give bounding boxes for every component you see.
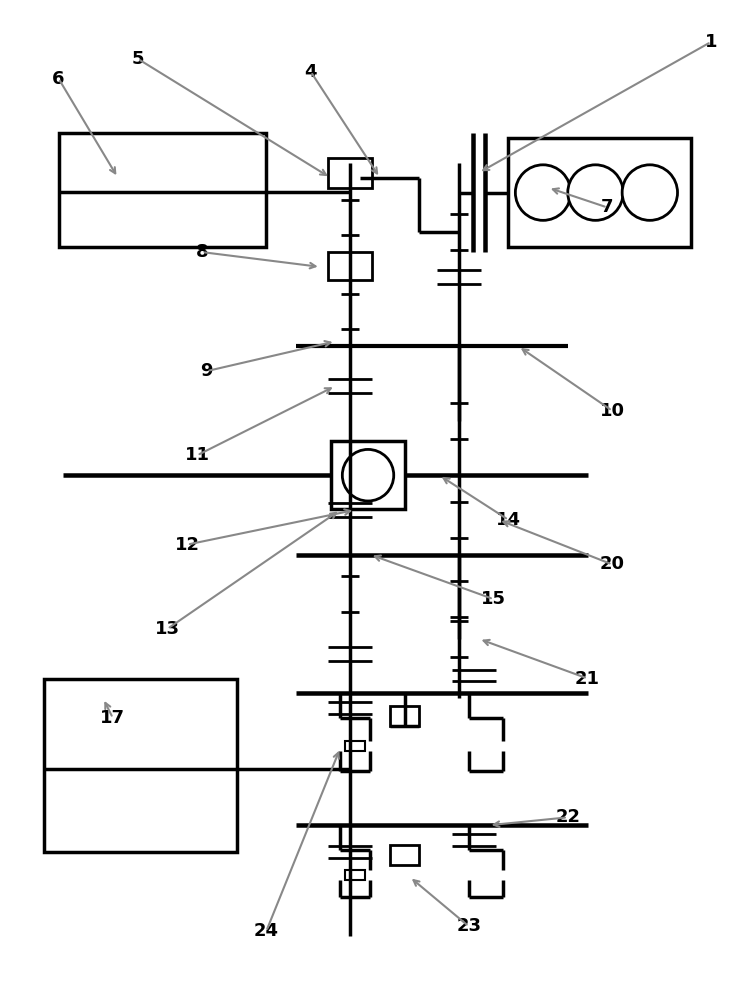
Bar: [345, 870, 365, 880]
Text: 23: 23: [456, 917, 482, 935]
Bar: [345, 741, 365, 751]
Bar: [390, 845, 419, 865]
Text: 4: 4: [304, 63, 317, 81]
Text: 10: 10: [600, 402, 625, 420]
Bar: [44, 679, 237, 852]
Text: 6: 6: [52, 70, 65, 88]
Text: 24: 24: [254, 922, 279, 940]
Text: 20: 20: [600, 555, 625, 573]
Text: 9: 9: [200, 362, 213, 380]
Bar: [331, 441, 405, 509]
Text: 5: 5: [131, 50, 144, 68]
Text: 1: 1: [705, 33, 718, 51]
Bar: [508, 138, 692, 247]
Circle shape: [622, 165, 677, 220]
Text: 13: 13: [155, 620, 180, 638]
Bar: [390, 706, 419, 726]
Text: 14: 14: [496, 511, 521, 529]
Text: 7: 7: [601, 198, 614, 216]
Text: 22: 22: [555, 808, 580, 826]
Text: 15: 15: [481, 590, 506, 608]
Text: 8: 8: [196, 243, 209, 261]
Text: 17: 17: [100, 709, 125, 727]
Text: 12: 12: [174, 536, 200, 554]
Text: 21: 21: [575, 670, 600, 688]
Text: 11: 11: [185, 446, 209, 464]
Bar: [329, 252, 372, 280]
Circle shape: [568, 165, 623, 220]
Bar: [59, 133, 266, 247]
Circle shape: [516, 165, 571, 220]
Circle shape: [342, 449, 394, 501]
Bar: [329, 158, 372, 188]
